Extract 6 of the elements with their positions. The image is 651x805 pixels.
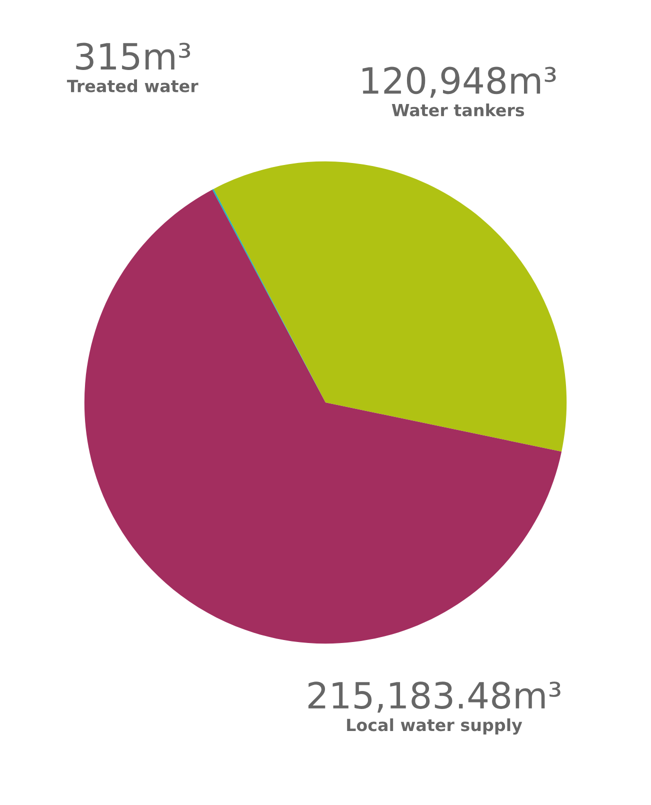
data-label: 315m³ xyxy=(76,42,190,70)
data-label: 215,183.48m³ xyxy=(308,682,560,713)
data-label: 120,948m³ xyxy=(362,66,556,98)
slice-label: Treated water xyxy=(66,79,198,92)
slice-label: Water tankers xyxy=(392,104,524,116)
slice-label: Local water supply xyxy=(347,718,522,735)
